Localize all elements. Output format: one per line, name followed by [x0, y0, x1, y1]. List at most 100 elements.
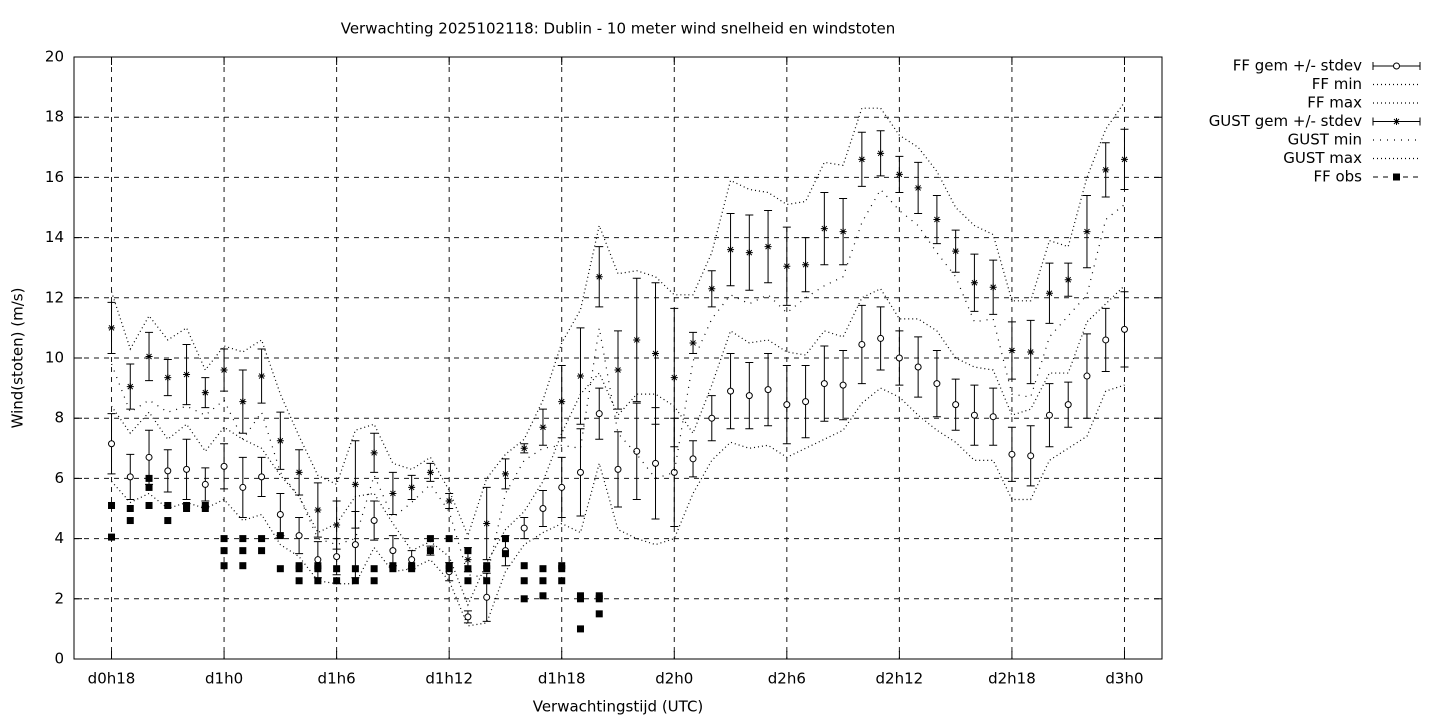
marker-asterisk: [220, 366, 228, 374]
marker-asterisk: [558, 398, 566, 406]
marker-square: [501, 535, 509, 543]
marker-square: [483, 577, 491, 585]
x-tick-label: d2h0: [655, 670, 693, 688]
marker-circle: [895, 354, 903, 362]
marker-circle: [820, 380, 828, 388]
marker-circle: [558, 483, 566, 491]
x-tick-label: d2h12: [876, 670, 924, 688]
marker-asterisk: [314, 506, 322, 514]
marker-square: [445, 535, 453, 543]
marker-circle: [952, 401, 960, 409]
legend-entry: GUST min: [1288, 131, 1420, 149]
marker-asterisk: [520, 444, 528, 452]
marker-square: [145, 474, 153, 482]
marker-circle: [389, 547, 397, 555]
marker-square: [239, 562, 247, 570]
marker-asterisk: [333, 521, 341, 529]
marker-asterisk: [1008, 346, 1016, 354]
legend-label: FF obs: [1313, 168, 1362, 186]
marker-square: [351, 577, 359, 585]
x-axis-label: Verwachtingstijd (UTC): [533, 698, 704, 716]
marker-circle: [914, 363, 922, 371]
min-max-line: [111, 384, 1125, 627]
marker-asterisk: [670, 374, 678, 382]
marker-circle: [1045, 411, 1053, 419]
marker-circle: [276, 511, 284, 519]
marker-asterisk: [858, 155, 866, 163]
marker-square: [1393, 173, 1400, 181]
y-tick-label: 0: [54, 650, 64, 668]
marker-square: [220, 547, 228, 555]
marker-square: [145, 501, 153, 509]
marker-square: [108, 501, 116, 509]
marker-square: [370, 565, 378, 573]
y-tick-label: 18: [45, 108, 64, 126]
marker-square: [220, 535, 228, 543]
marker-square: [464, 577, 472, 585]
marker-asterisk: [258, 372, 266, 380]
marker-asterisk: [108, 324, 116, 332]
marker-square: [539, 565, 547, 573]
marker-asterisk: [820, 225, 828, 233]
marker-asterisk: [351, 480, 359, 488]
marker-square: [126, 505, 134, 512]
marker-square: [276, 532, 284, 540]
marker-asterisk: [164, 374, 172, 382]
marker-circle: [764, 386, 772, 394]
marker-square: [426, 547, 434, 555]
y-tick-label: 14: [45, 228, 64, 246]
legend-entry: GUST max: [1283, 149, 1420, 167]
marker-square: [258, 535, 266, 543]
marker-asterisk: [764, 243, 772, 251]
y-tick-label: 10: [45, 349, 64, 367]
marker-square: [295, 565, 303, 573]
legend-label: GUST max: [1283, 149, 1362, 167]
legend-label: GUST min: [1288, 131, 1362, 149]
marker-circle: [220, 462, 228, 470]
marker-asterisk: [183, 371, 191, 379]
marker-circle: [802, 398, 810, 406]
y-tick-label: 2: [54, 589, 64, 607]
marker-circle: [727, 387, 735, 395]
marker-asterisk: [689, 339, 697, 347]
marker-square: [389, 565, 397, 573]
marker-circle: [783, 401, 791, 409]
marker-square: [145, 483, 153, 491]
marker-asterisk: [539, 423, 547, 431]
y-tick-label: 6: [54, 469, 64, 487]
y-axis-label: Wind(stoten) (m/s): [9, 288, 27, 429]
marker-asterisk: [501, 470, 509, 478]
marker-square: [314, 565, 322, 573]
marker-asterisk: [1064, 276, 1072, 284]
marker-asterisk: [126, 383, 134, 391]
marker-circle: [1083, 372, 1091, 380]
marker-asterisk: [1120, 155, 1128, 163]
marker-square: [201, 505, 209, 512]
marker-asterisk: [1083, 228, 1091, 236]
y-tick-label: 12: [45, 288, 64, 306]
marker-asterisk: [933, 216, 941, 224]
marker-square: [501, 550, 509, 558]
marker-circle: [614, 465, 622, 473]
x-tick-label: d2h6: [768, 670, 806, 688]
y-tick-label: 8: [54, 409, 64, 427]
marker-square: [576, 595, 584, 603]
marker-square: [333, 577, 341, 585]
marker-circle: [520, 524, 528, 532]
marker-circle: [633, 447, 641, 455]
marker-square: [520, 595, 528, 603]
marker-asterisk: [614, 366, 622, 374]
x-tick-label: d0h18: [88, 670, 136, 688]
marker-circle: [183, 465, 191, 473]
marker-asterisk: [1393, 118, 1400, 125]
marker-asterisk: [652, 349, 660, 357]
marker-circle: [1008, 450, 1016, 458]
marker-square: [595, 610, 603, 618]
marker-circle: [351, 541, 359, 549]
marker-circle: [108, 440, 116, 448]
marker-asterisk: [1027, 348, 1035, 356]
marker-circle: [1120, 325, 1128, 333]
